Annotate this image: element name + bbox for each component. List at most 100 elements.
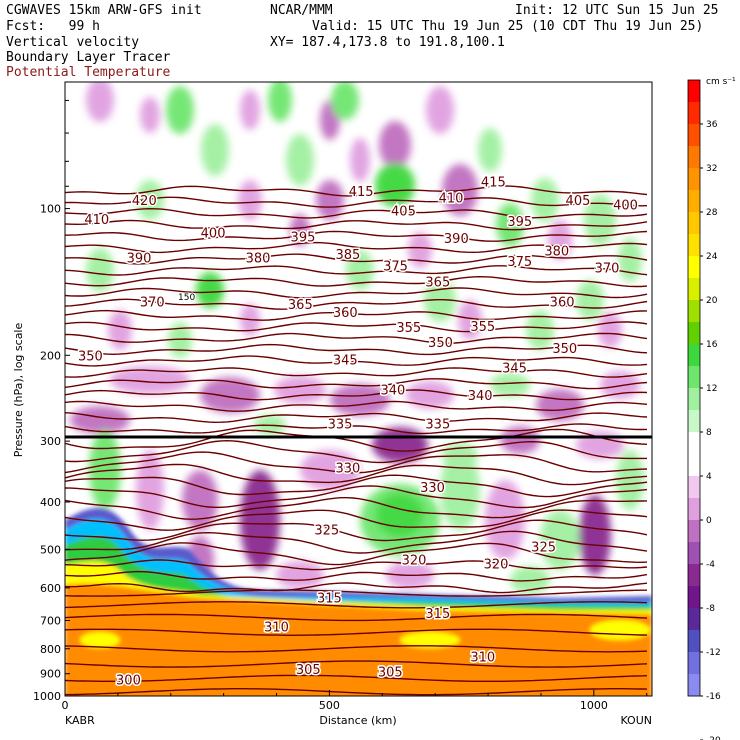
theta-contour [65,463,648,486]
theta-contour [65,474,648,498]
field-vertical-velocity: Vertical velocity [6,35,140,50]
theta-label: 360 [333,306,358,321]
theta-label: 380 [544,245,569,260]
y-axis-label: Pressure (hPa), log scale [12,323,25,458]
y-tick-label: 600 [40,582,61,595]
theta-contour [65,613,648,622]
x-tick-label: 500 [319,699,340,712]
theta-contour [65,519,648,542]
colorbar-swatch [688,322,700,345]
theta-label: 355 [470,320,495,335]
theta-contour [65,412,648,424]
theta-contour [65,423,648,435]
theta-contour [65,196,648,208]
theta-contour [65,439,647,464]
theta-contour [65,542,648,566]
theta-contour [65,321,648,333]
plot-frame [64,81,653,697]
pressure-axis: 100 200 300 400 500 600 700 800 900 1000 [33,99,70,703]
theta-contour [65,601,648,609]
colorbar-swatch [688,80,700,103]
theta-contour [65,332,648,344]
colorbar-tick-label: 24 [706,252,718,262]
y-tick-label: 700 [40,614,61,627]
y-tick-label: 900 [40,668,61,681]
colorbar-swatch [688,190,700,213]
colorbar-tick-label: -4 [706,560,715,570]
theta-label: 305 [296,663,321,678]
theta-contour [65,645,648,653]
theta-label: 345 [502,362,527,377]
xy-coordinates: XY= 187.4,173.8 to 191.8,100.1 [270,35,505,50]
theta-label: 395 [291,230,316,245]
y-tick-label: 300 [40,435,61,448]
colorbar-tick-label: 20 [706,296,718,306]
theta-label: 390 [127,251,152,266]
colorbar-tick-label: 28 [706,208,718,218]
theta-contour [65,674,648,682]
colorbar-tick-label: 4 [706,472,712,482]
colorbar-swatch [688,124,700,147]
theta-label: 405 [566,194,591,209]
field-potential-temperature: Potential Temperature [6,65,171,80]
y-tick-label: 500 [40,543,61,556]
left-station-label: KABR [65,714,95,727]
theta-label: 350 [428,336,453,351]
y-tick-label: 400 [40,496,61,509]
theta-label: 320 [402,554,427,569]
theta-label: 335 [425,417,450,432]
theta-label: 340 [468,389,493,404]
theta-label: 370 [140,295,165,310]
y-tick-label: 200 [40,349,61,362]
theta-label: 340 [380,383,405,398]
theta-contour [65,570,648,582]
colorbar-swatch [688,300,700,323]
colorbar-tick-label: -16 [706,692,721,702]
theta-contour [65,355,648,367]
theta-label: 330 [420,481,445,496]
colorbar-tick-label: 12 [706,384,717,394]
right-station-label: KOUN [620,714,652,727]
model-title: CGWAVES 15km ARW-GFS init [6,3,202,18]
colorbar-swatch [688,498,700,521]
theta-contour [65,530,648,554]
colorbar-swatch [688,652,700,675]
theta-contour-lines [65,185,648,696]
colorbar-swatch [688,344,700,367]
x-tick-label: 0 [62,699,69,712]
theta-contour [65,428,648,452]
colorbar-tick-label: -8 [706,604,715,614]
theta-contour [65,400,648,412]
colorbar-swatch [688,454,700,477]
theta-label: 375 [383,260,408,275]
theta-contour [65,485,648,509]
theta-contour [65,309,648,321]
colorbar-tick-label: -12 [706,648,721,658]
theta-contour [65,497,648,520]
colorbar-swatch [688,608,700,631]
theta-label: 390 [444,232,469,247]
theta-label: 350 [78,349,103,364]
theta-contour [65,389,648,401]
colorbar-swatch [688,168,700,191]
theta-contour [65,378,648,390]
colorbar-swatch [688,256,700,279]
theta-contour [65,559,648,571]
colorbar-swatch [688,674,700,697]
colorbar-swatch [688,388,700,411]
theta-label: 300 [116,673,141,688]
theta-label: 395 [507,215,532,230]
theta-contour [65,265,648,276]
colorbar-swatch [688,234,700,257]
colorbar-tick-label: 32 [706,164,717,174]
theta-contour [65,660,648,668]
y-tick-label: 1000 [33,690,61,703]
theta-label: 310 [264,620,289,635]
colorbar-swatch [688,564,700,587]
theta-contour [65,230,648,242]
theta-label: 335 [328,417,353,432]
colorbar-swatch [688,212,700,235]
distance-axis: 0 500 1000 [62,690,648,712]
colorbar-swatch [688,432,700,455]
forecast-hour: Fcst: 99 h [6,19,100,34]
